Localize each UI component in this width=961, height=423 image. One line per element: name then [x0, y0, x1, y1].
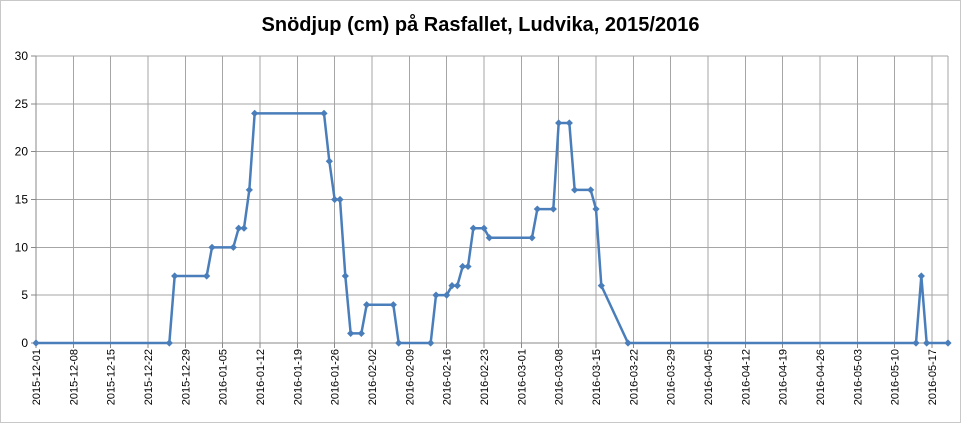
data-point-marker — [235, 224, 243, 232]
x-tick-label: 2015-12-15 — [106, 349, 118, 405]
data-point-marker — [363, 301, 371, 309]
data-point-marker — [448, 282, 456, 290]
x-tick-label: 2016-01-19 — [292, 349, 304, 405]
series-group — [32, 109, 952, 347]
x-tick-label: 2015-12-29 — [180, 349, 192, 405]
data-point-marker — [208, 243, 216, 251]
data-point-marker — [341, 272, 349, 280]
data-point-marker — [325, 157, 333, 165]
data-point-marker — [453, 282, 461, 290]
series-line — [36, 112, 948, 345]
data-point-marker — [165, 339, 173, 347]
data-point-marker — [923, 339, 931, 347]
data-point-marker — [528, 234, 536, 242]
y-tick-label: 15 — [15, 193, 29, 207]
x-tick-label: 2016-03-08 — [554, 349, 566, 405]
data-point-marker — [432, 291, 440, 299]
y-tick-label: 5 — [21, 288, 28, 302]
x-tick-label: 2016-05-10 — [890, 349, 902, 405]
x-tick-label: 2015-12-01 — [31, 349, 43, 405]
x-tick-label: 2016-04-26 — [815, 349, 827, 405]
data-point-marker — [592, 205, 600, 213]
x-tick-label: 2016-05-17 — [927, 349, 939, 405]
x-tick-label: 2016-05-03 — [852, 349, 864, 405]
x-tick-label: 2016-02-23 — [479, 349, 491, 405]
data-point-marker — [240, 224, 248, 232]
data-point-marker — [347, 329, 355, 338]
data-point-marker — [171, 272, 179, 280]
x-tick-label: 2016-01-05 — [218, 349, 230, 405]
data-point-marker — [917, 272, 925, 280]
x-tick-label: 2016-02-09 — [404, 349, 416, 405]
data-point-marker — [485, 234, 493, 242]
y-tick-label: 10 — [15, 240, 29, 254]
x-tick-label: 2016-04-12 — [740, 349, 752, 405]
data-point-marker — [555, 119, 563, 127]
x-tick-label: 2016-03-22 — [628, 349, 640, 405]
data-point-marker — [229, 243, 237, 251]
data-point-marker — [912, 339, 920, 347]
data-point-marker — [459, 262, 467, 271]
data-point-marker — [389, 301, 397, 309]
x-tick-label: 2015-12-08 — [68, 349, 80, 405]
chart-title: Snödjup (cm) på Rasfallet, Ludvika, 2015… — [261, 14, 700, 36]
data-point-marker — [624, 339, 632, 347]
x-tick-labels: 2015-12-01 2015-12-08 2015-12-15 2015-12-22… — [31, 349, 939, 405]
data-point-marker — [320, 109, 328, 117]
x-tick-label: 2015-12-22 — [143, 349, 155, 405]
x-tick-label: 2016-02-16 — [442, 349, 454, 405]
x-tick-label: 2016-01-12 — [255, 349, 267, 405]
x-tick-label: 2016-03-15 — [591, 349, 603, 405]
data-point-marker — [549, 205, 557, 213]
x-tick-label: 2016-04-05 — [703, 349, 715, 405]
data-point-marker — [587, 186, 595, 194]
y-tick-labels: 0 5 10 15 20 25 30 — [15, 49, 29, 350]
data-point-marker — [469, 224, 477, 232]
data-point-marker — [357, 329, 365, 338]
y-tick-label: 30 — [15, 49, 29, 63]
data-point-marker — [251, 109, 259, 117]
data-point-marker — [203, 272, 211, 280]
data-point-marker — [944, 339, 952, 347]
x-tick-label: 2016-02-02 — [367, 349, 379, 405]
data-point-marker — [395, 339, 403, 347]
data-point-marker — [427, 339, 435, 347]
data-point-marker — [571, 186, 579, 194]
data-point-marker — [331, 195, 339, 204]
data-point-marker — [32, 339, 40, 347]
y-tick-label: 20 — [15, 145, 29, 159]
data-point-marker — [245, 186, 253, 194]
x-tick-label: 2016-01-26 — [330, 349, 342, 405]
x-tick-label: 2016-04-19 — [778, 349, 790, 405]
data-point-marker — [464, 262, 472, 271]
data-point-marker — [597, 282, 605, 290]
y-tick-label: 25 — [15, 97, 29, 111]
y-tick-label: 0 — [21, 336, 28, 350]
data-point-marker — [336, 195, 344, 204]
axes — [31, 55, 948, 348]
data-point-marker — [443, 291, 451, 299]
x-tick-label: 2016-03-29 — [666, 349, 678, 405]
data-point-marker — [480, 224, 488, 232]
data-point-marker — [533, 205, 541, 213]
data-point-marker — [565, 119, 573, 127]
x-tick-label: 2016-03-01 — [516, 349, 528, 405]
